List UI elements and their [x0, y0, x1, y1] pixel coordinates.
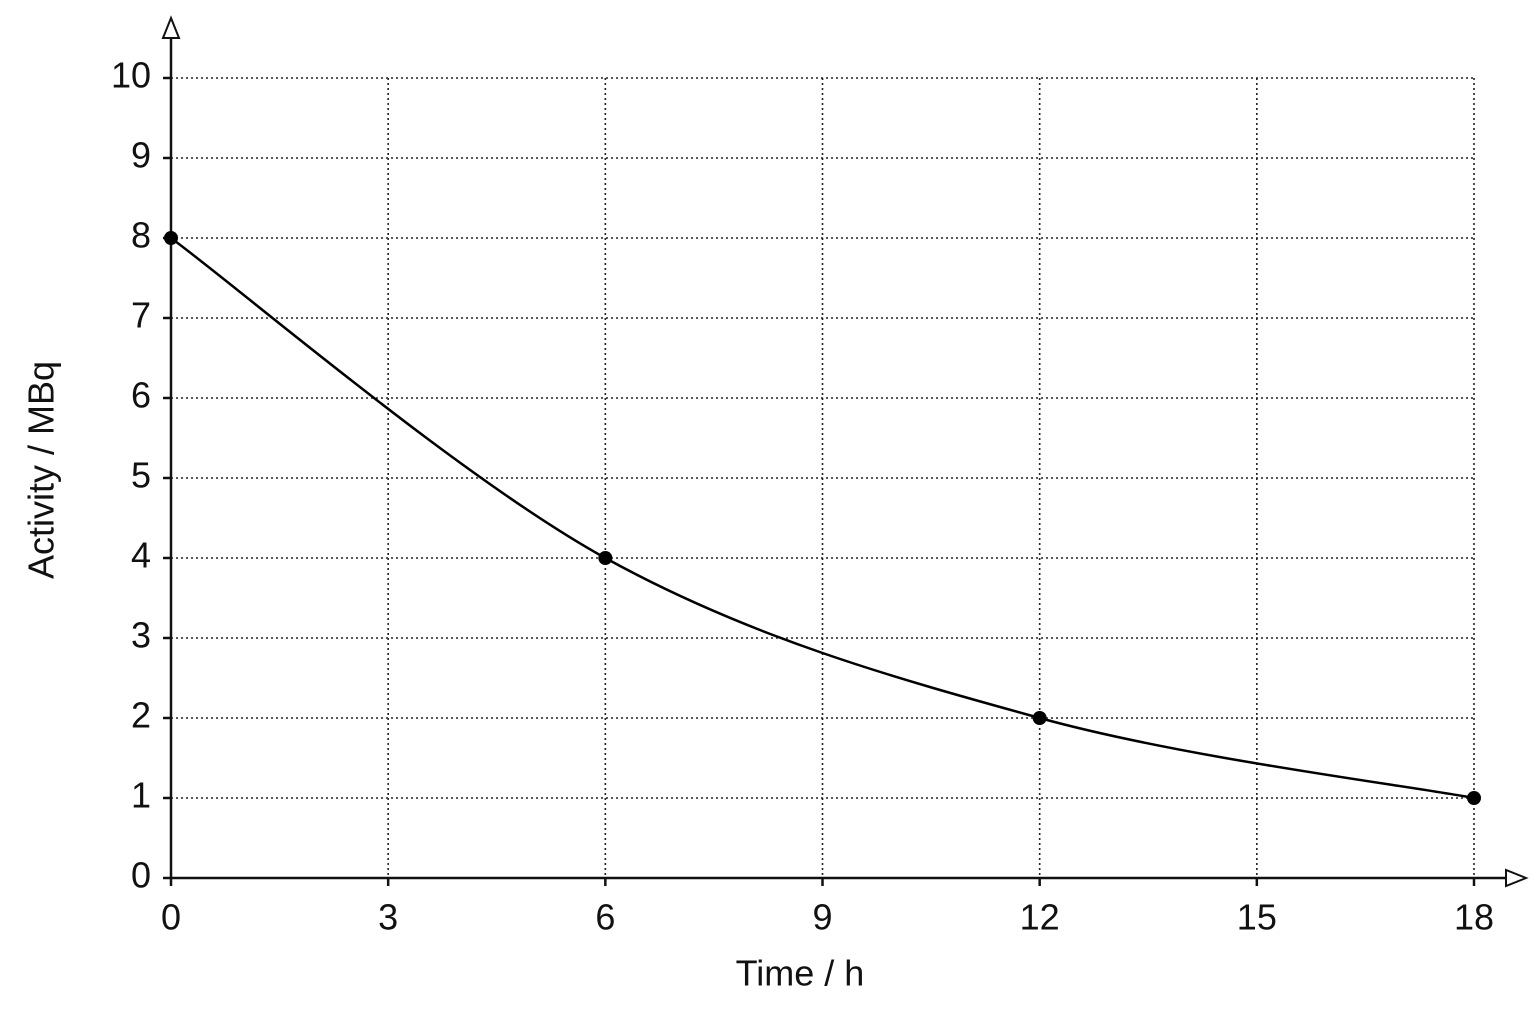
y-tick-label: 0	[131, 855, 151, 896]
y-tick-label: 1	[131, 775, 151, 816]
curve	[170, 236, 1475, 800]
y-tick-label: 2	[131, 695, 151, 736]
x-tick-label: 18	[1454, 897, 1494, 938]
y-tick-label: 10	[111, 55, 151, 96]
y-tick-label: 6	[131, 375, 151, 416]
y-tick-label: 8	[131, 215, 151, 256]
grid	[170, 77, 1475, 879]
data-point	[164, 231, 178, 245]
x-tick-label: 15	[1237, 897, 1277, 938]
data-point	[1032, 711, 1047, 725]
x-tick-label: 9	[812, 897, 832, 938]
y-tick-label: 9	[131, 135, 151, 176]
y-tick-label: 3	[131, 615, 151, 656]
y-tick-label: 7	[131, 295, 151, 336]
data-point	[1467, 791, 1481, 805]
x-axis-arrow	[1505, 868, 1529, 888]
x-tick-label: 3	[378, 897, 398, 938]
y-tick-label: 5	[131, 455, 151, 496]
y-axis-title: Activity / MBq	[21, 361, 62, 579]
x-tick-label: 6	[595, 897, 615, 938]
x-axis-title: Time / h	[736, 953, 865, 994]
y-tick-label: 4	[131, 535, 151, 576]
data-point	[598, 551, 613, 565]
y-axis-arrow	[161, 15, 181, 39]
x-tick-label: 12	[1020, 897, 1060, 938]
x-tick-label: 0	[161, 897, 181, 938]
